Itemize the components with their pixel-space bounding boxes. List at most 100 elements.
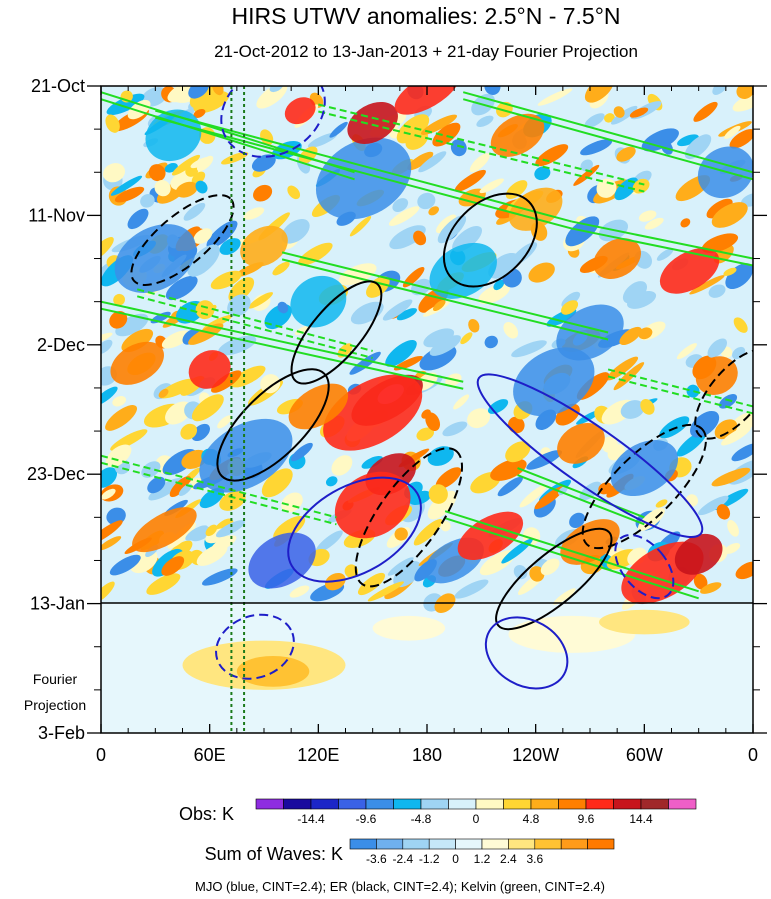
y-tick-label: 13-Jan xyxy=(30,594,85,614)
obs-texture-patch xyxy=(505,441,531,463)
er-contour xyxy=(354,447,464,588)
kelvin-contours xyxy=(101,91,753,600)
obs-texture-patch xyxy=(711,467,751,487)
kelvin-contour xyxy=(136,288,373,352)
kelvin-contour xyxy=(444,510,699,593)
er-contour xyxy=(290,280,383,385)
mjo-contour xyxy=(476,373,704,539)
obs-texture-patch xyxy=(185,525,208,541)
er-contour xyxy=(130,194,235,286)
obs-texture-patch xyxy=(393,560,422,588)
obs-texture-patch xyxy=(210,270,242,290)
obs-texture-patch xyxy=(707,338,728,358)
obs-texture-patch xyxy=(601,436,618,453)
positive-anomaly xyxy=(560,519,620,565)
obs-colorbar-swatch xyxy=(613,798,642,810)
obs-colorbar-swatch xyxy=(475,798,504,810)
fourier-label-line1: Fourier xyxy=(33,671,78,687)
obs-texture-patch xyxy=(230,365,266,388)
y-tick-label: 2-Dec xyxy=(37,335,85,355)
waves-colorbar-tick-label: 2.4 xyxy=(500,852,517,866)
obs-texture-patch xyxy=(553,588,576,605)
obs-texture-patch xyxy=(190,156,212,169)
obs-texture-patch xyxy=(127,99,151,120)
y-axis: 21-Oct 11-Nov 2-Dec 23-Dec 13-Jan 3-Feb xyxy=(27,76,767,743)
mjo-contour xyxy=(287,476,422,583)
chart-title: HIRS UTWV anomalies: 2.5°N - 7.5°N xyxy=(231,3,620,29)
positive-anomaly xyxy=(334,471,411,539)
obs-texture-patch xyxy=(349,215,372,237)
kelvin-contour xyxy=(517,474,645,526)
obs-texture-patch xyxy=(251,154,276,172)
obs-texture-patch xyxy=(616,146,636,162)
obs-texture-patch xyxy=(272,261,290,276)
obs-texture-patch xyxy=(211,86,224,96)
obs-texture-patch xyxy=(537,88,573,106)
obs-colorbar-label: Obs: K xyxy=(179,804,234,824)
obs-texture-patch xyxy=(427,490,457,520)
obs-texture-patch xyxy=(718,394,738,409)
obs-texture-patch xyxy=(469,153,490,173)
obs-texture-patch xyxy=(706,198,733,219)
waves-colorbar-swatch xyxy=(587,838,615,850)
positive-anomaly xyxy=(557,422,605,464)
obs-texture-patch xyxy=(513,564,528,580)
obs-texture-patch xyxy=(632,178,650,194)
obs-colorbar-tick-label: 0 xyxy=(473,812,480,826)
obs-texture-patch xyxy=(689,275,725,295)
obs-texture-patch xyxy=(700,582,722,594)
obs-colorbar-swatch xyxy=(365,798,394,810)
obs-texture-patch xyxy=(428,484,448,504)
obs-texture-patch xyxy=(418,151,447,173)
obs-texture-patch xyxy=(727,520,739,537)
obs-texture-patch xyxy=(325,476,338,487)
obs-texture-patch xyxy=(454,169,486,192)
obs-colorbar-swatch xyxy=(393,798,422,810)
obs-texture-patch xyxy=(366,276,390,298)
obs-texture-patch xyxy=(493,279,505,291)
obs-texture-patch xyxy=(329,121,348,138)
kelvin-contour xyxy=(155,109,573,223)
obs-texture-patch xyxy=(569,512,586,528)
obs-texture-patch xyxy=(112,396,127,407)
x-tick-label: 0 xyxy=(96,745,106,765)
waves-colorbar-tick-label: 3.6 xyxy=(526,852,543,866)
obs-texture-patch xyxy=(269,86,284,93)
obs-texture-patch xyxy=(201,568,238,586)
kelvin-contour xyxy=(318,103,645,186)
obs-texture-patch xyxy=(180,423,198,440)
obs-texture-patch xyxy=(629,107,649,118)
obs-texture-patch xyxy=(392,198,409,213)
kelvin-contour xyxy=(462,91,753,174)
obs-texture-patch xyxy=(526,450,563,470)
obs-texture-patch xyxy=(701,233,739,253)
obs-texture-patch xyxy=(260,374,281,394)
obs-texture-patch xyxy=(407,151,434,171)
er-contour xyxy=(694,348,753,440)
negative-anomaly xyxy=(429,242,497,299)
obs-texture-patch xyxy=(580,139,613,156)
obs-colorbar-tick-label: -9.6 xyxy=(356,812,377,826)
obs-texture-patch xyxy=(416,427,435,441)
obs-texture-patch xyxy=(148,164,166,182)
obs-texture-patch xyxy=(558,486,568,496)
obs-colorbar-swatch xyxy=(503,798,532,810)
obs-texture-patch xyxy=(476,115,494,127)
obs-texture-patch xyxy=(429,335,462,356)
obs-colorbar-tick-label: 14.4 xyxy=(629,812,653,826)
positive-anomaly xyxy=(347,101,398,144)
anomaly-blobs xyxy=(110,86,753,690)
obs-texture-patch xyxy=(294,325,311,336)
obs-texture-patch xyxy=(725,263,753,290)
obs-texture-patch xyxy=(460,332,473,345)
kelvin-contour xyxy=(571,220,753,260)
obs-texture-patch xyxy=(606,356,639,381)
obs-texture-patch xyxy=(440,521,451,532)
obs-texture-patch xyxy=(529,566,545,582)
obs-texture-patch xyxy=(205,524,218,537)
obs-texture-patch xyxy=(614,177,639,201)
x-tick-label: 180 xyxy=(412,745,442,765)
positive-anomaly xyxy=(695,356,738,395)
kelvin-contour xyxy=(101,454,337,519)
obs-texture-patch xyxy=(501,538,533,564)
